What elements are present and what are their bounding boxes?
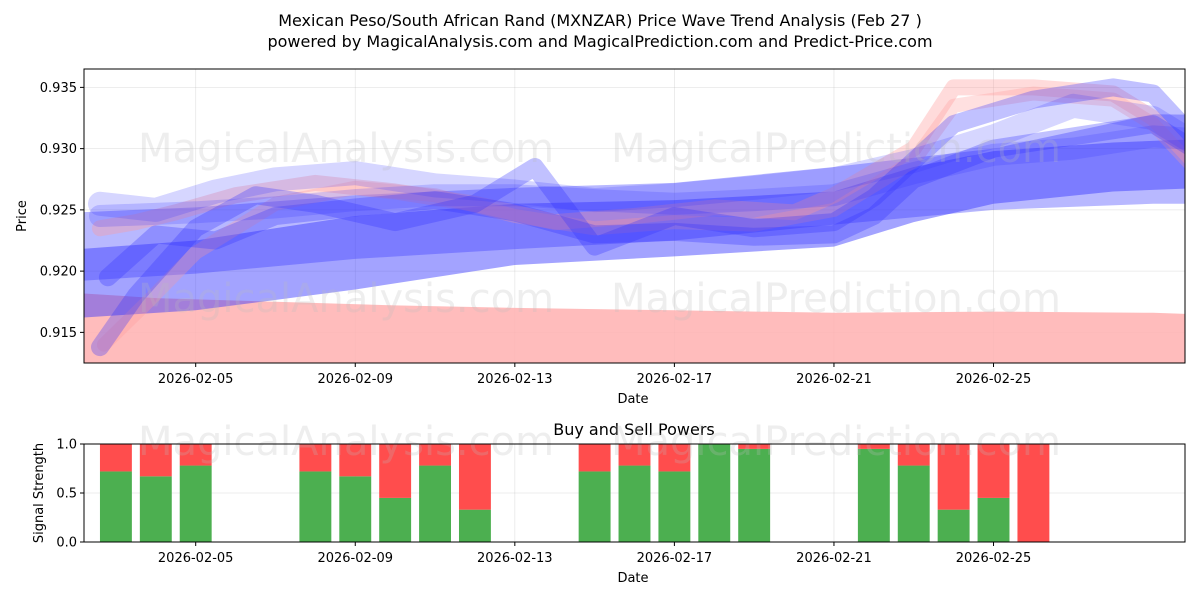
buy-sell-title: Buy and Sell Powers [553, 420, 715, 439]
buy-bar [937, 509, 970, 542]
price-y-tick-label: 0.925 [40, 203, 77, 218]
trend-band-upper [84, 114, 1185, 281]
buy-sell-x-tick-label: 2026-02-25 [956, 551, 1032, 566]
price-x-tick-label: 2026-02-09 [317, 372, 393, 387]
buy-bar [698, 444, 731, 542]
buy-sell-x-tick-label: 2026-02-05 [158, 551, 234, 566]
watermark-analysis-lower: MagicalAnalysis.com [138, 276, 554, 322]
price-x-axis-label: Date [617, 392, 648, 407]
watermark-prediction-lower: MagicalPrediction.com [611, 276, 1061, 322]
watermark-analysis-sub: MagicalAnalysis.com [138, 419, 554, 465]
buy-bar [299, 471, 332, 542]
price-y-axis-label: Price [15, 200, 30, 232]
sell-bar [977, 444, 1010, 498]
sell-bar [179, 444, 212, 466]
buy-bar [857, 448, 890, 542]
sell-bar [738, 444, 771, 449]
price-y-tick-label: 0.935 [40, 81, 77, 96]
sell-bar [857, 444, 890, 449]
watermark-analysis: MagicalAnalysis.com [138, 126, 554, 172]
buy-sell-x-tick-label: 2026-02-21 [796, 551, 872, 566]
buy-sell-chart: Buy and Sell Powers MagicalAnalysis.com … [32, 419, 1186, 586]
buy-sell-axis-ticks: 0.0 0.5 1.0 2026-02-05 2026-02-09 2026-02-13 2… [56, 438, 1031, 567]
watermark-prediction-sub: MagicalPrediction.com [611, 419, 1061, 465]
buy-sell-x-axis-label: Date [617, 571, 648, 586]
buy-bar [578, 471, 611, 542]
sell-bar [379, 444, 412, 498]
wave-blue-2 [98, 115, 1185, 287]
price-y-tick-label: 0.930 [40, 142, 77, 157]
sell-bar [419, 444, 451, 466]
sell-bar [299, 444, 332, 472]
sell-bar [99, 444, 132, 472]
wave-red-2 [96, 86, 1185, 352]
wave-blue-4 [89, 125, 1185, 227]
sell-bar [937, 444, 970, 510]
price-x-tick-label: 2026-02-13 [477, 372, 553, 387]
price-y-tick-label: 0.915 [40, 326, 77, 341]
price-chart: MagicalAnalysis.com MagicalPrediction.co… [15, 68, 1186, 407]
price-axis-ticks: 0.915 0.920 0.925 0.930 0.935 2026-02-05 2026-… [40, 81, 1032, 387]
buy-sell-y-tick-label: 1.0 [56, 438, 77, 453]
buy-bar [897, 465, 930, 542]
sell-bar [458, 444, 491, 510]
chart-title-line2: powered by MagicalAnalysis.com and Magic… [267, 32, 932, 51]
sell-bar [658, 444, 691, 472]
buy-bar [458, 509, 491, 542]
buy-bar [339, 476, 372, 542]
buy-bar [139, 476, 172, 542]
price-x-tick-label: 2026-02-21 [796, 372, 872, 387]
buy-sell-y-axis-label: Signal Strength [32, 443, 47, 543]
wave-blue-1 [91, 78, 1185, 357]
price-marks [84, 78, 1185, 363]
buy-bar [99, 471, 132, 542]
price-y-tick-label: 0.920 [40, 265, 77, 280]
sell-bar [618, 444, 651, 466]
sell-bar [1017, 444, 1050, 542]
buy-sell-x-tick-label: 2026-02-09 [317, 551, 393, 566]
price-x-tick-label: 2026-02-17 [637, 372, 713, 387]
buy-bar [738, 448, 771, 542]
buy-bar [658, 471, 691, 542]
buy-sell-y-tick-label: 0.5 [56, 487, 77, 502]
buy-bar [419, 465, 451, 542]
sell-bar [897, 444, 930, 466]
price-x-tick-label: 2026-02-25 [956, 372, 1032, 387]
buy-bar [618, 465, 651, 542]
buy-bar [977, 497, 1010, 542]
chart-title-line1: Mexican Peso/South African Rand (MXNZAR)… [278, 11, 922, 30]
watermark-prediction: MagicalPrediction.com [611, 126, 1061, 172]
wave-blue-3 [88, 93, 1185, 222]
sell-bar [339, 444, 372, 477]
buy-bar [379, 497, 412, 542]
buy-sell-x-tick-label: 2026-02-13 [477, 551, 553, 566]
buy-sell-y-tick-label: 0.0 [56, 536, 77, 551]
buy-bar [179, 465, 212, 542]
wave-red-1 [92, 79, 1185, 237]
buy-sell-x-tick-label: 2026-02-17 [637, 551, 713, 566]
sell-bar [139, 444, 172, 477]
trend-band-lower [84, 139, 1185, 318]
price-x-tick-label: 2026-02-05 [158, 372, 234, 387]
sell-bar [578, 444, 611, 472]
price-plot-frame [83, 68, 1186, 364]
buy-sell-bars [99, 444, 1050, 542]
support-band [84, 293, 1185, 363]
